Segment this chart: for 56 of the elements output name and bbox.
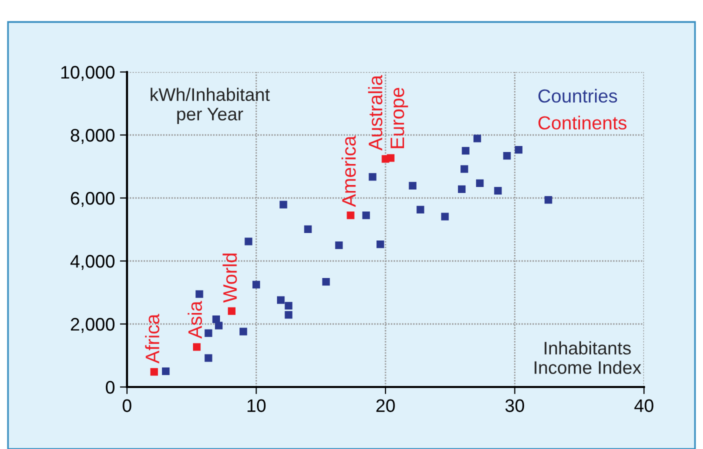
point [204, 329, 212, 337]
x-tick-label: 40 [634, 399, 654, 412]
annotation: Asia [188, 300, 202, 339]
point [408, 182, 416, 190]
point [204, 354, 212, 362]
text: Continents [538, 116, 626, 130]
point [240, 328, 248, 336]
y-axis-title: kWh/Inhabitant per Year [150, 88, 270, 124]
point [544, 196, 552, 204]
point [460, 165, 468, 173]
point [252, 280, 260, 288]
point [416, 206, 424, 214]
point [335, 241, 343, 250]
point [284, 311, 292, 319]
point [476, 179, 484, 187]
y-tick-label: 2,000 [70, 318, 114, 333]
point [503, 152, 511, 160]
point [284, 302, 292, 310]
point [280, 200, 288, 208]
y-tick-label: 4,000 [70, 254, 114, 270]
x-axis-title: Inhabitants Income Index [534, 341, 642, 374]
point [277, 296, 285, 304]
point [228, 307, 236, 315]
point [162, 367, 170, 376]
x-tick-label: 30 [505, 399, 524, 412]
point [244, 238, 252, 246]
annotation: Europe [390, 88, 408, 148]
y-tick-label: 8,000 [70, 128, 114, 144]
point [441, 212, 449, 220]
point [214, 322, 223, 330]
point [150, 368, 158, 376]
text: Countries [538, 88, 618, 103]
point [376, 240, 384, 248]
y-tick-label: 10,000 [61, 66, 114, 81]
annotation: America [342, 136, 356, 207]
point [304, 225, 312, 233]
point [192, 343, 201, 351]
y-tick-label: 6,000 [70, 192, 114, 207]
y-tick-label: 0 [106, 380, 114, 394]
point [462, 146, 470, 155]
x-tick-label: 20 [376, 399, 395, 412]
point [322, 278, 330, 286]
point [473, 134, 482, 142]
point [196, 290, 204, 298]
x-tick-label: 0 [122, 399, 132, 412]
point [494, 186, 502, 195]
annotation: World [222, 254, 237, 303]
annotation: Australia [368, 74, 382, 151]
point [386, 154, 394, 162]
point [458, 185, 466, 193]
point [514, 146, 522, 154]
point [368, 173, 376, 181]
point [346, 212, 354, 220]
point [362, 212, 370, 220]
x-tick-label: 10 [248, 399, 266, 412]
annotation: Africa [145, 314, 160, 364]
